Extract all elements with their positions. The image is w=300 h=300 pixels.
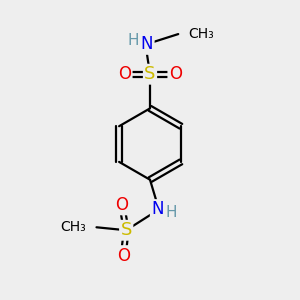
Text: N: N [141,35,153,53]
Text: O: O [169,65,182,83]
Text: S: S [144,65,156,83]
Text: CH₃: CH₃ [189,27,214,41]
Text: S: S [121,221,132,239]
Text: H: H [166,205,177,220]
Text: O: O [115,196,128,214]
Text: O: O [117,247,130,265]
Text: H: H [127,32,139,47]
Text: O: O [118,65,131,83]
Text: CH₃: CH₃ [60,220,86,234]
Text: N: N [151,200,164,218]
